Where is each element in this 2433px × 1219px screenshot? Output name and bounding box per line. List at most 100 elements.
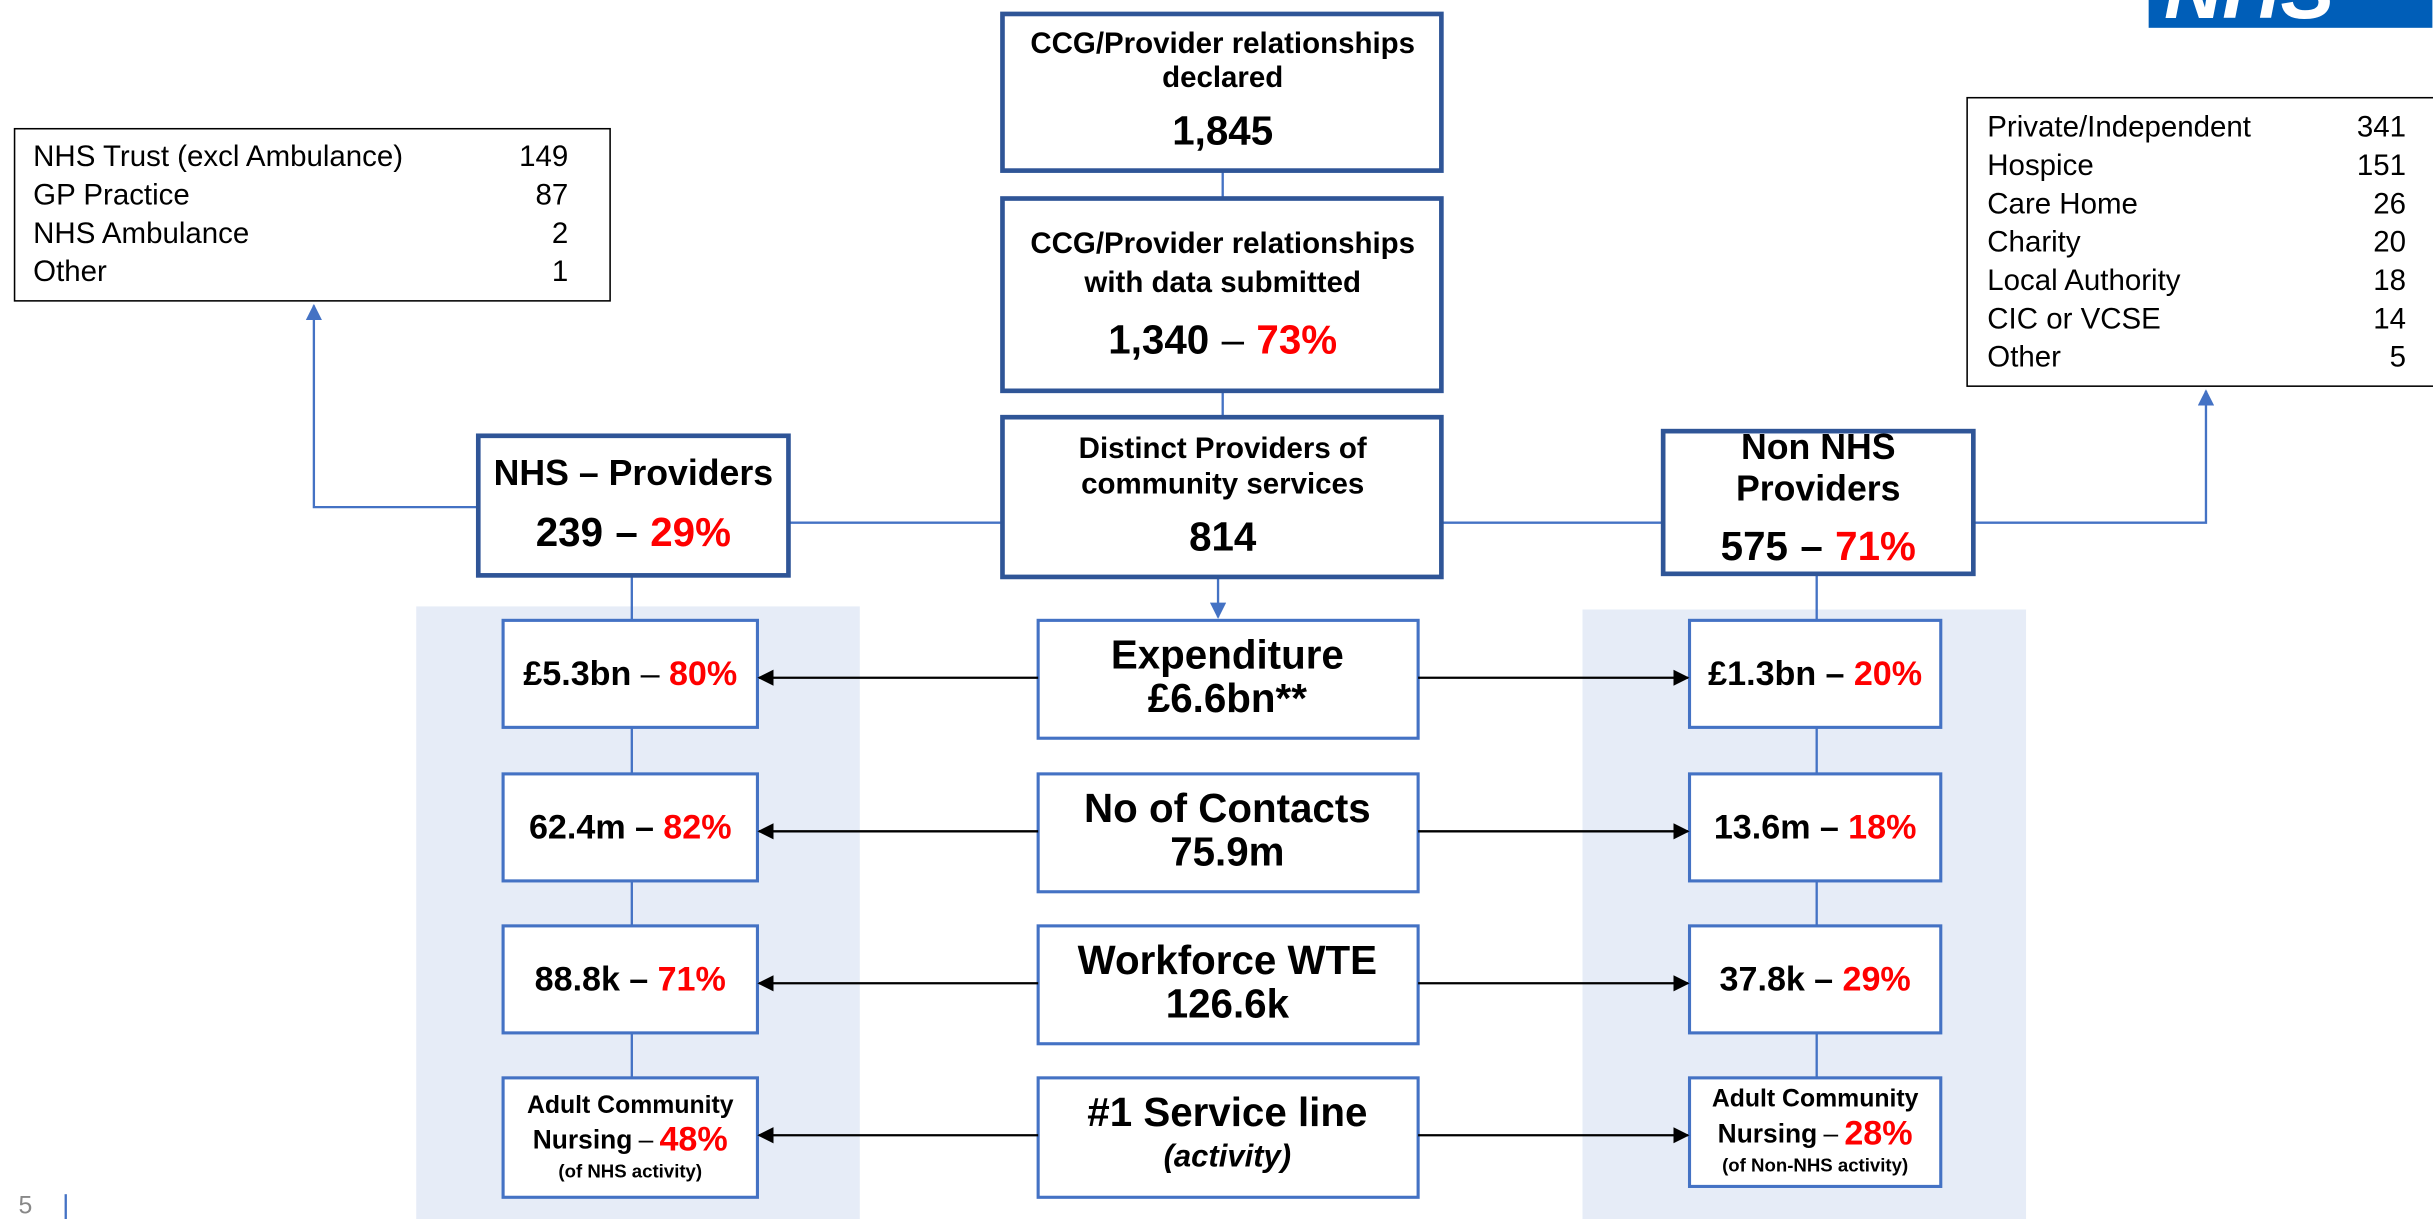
text-part: Other xyxy=(33,255,107,288)
text-part: NHS Ambulance xyxy=(33,217,249,250)
box xyxy=(13,127,611,302)
metric-share: 88.8k –71% xyxy=(535,961,726,999)
list-label: Hospice xyxy=(1987,149,2093,182)
text-part: 575 xyxy=(1721,523,1788,569)
box xyxy=(1036,924,1420,1046)
text-part: 80% xyxy=(669,655,737,693)
box xyxy=(1687,924,1943,1035)
text-part: CIC or VCSE xyxy=(1987,302,2160,335)
box-title: declared xyxy=(1162,61,1283,94)
text-part: NHS – Providers xyxy=(494,454,773,494)
text-part: declared xyxy=(1162,61,1283,94)
text-part: 26 xyxy=(2373,187,2406,220)
text-part: £1.3bn xyxy=(1708,655,1816,693)
metric-total: £6.6bn** xyxy=(1148,675,1307,721)
text-part: community services xyxy=(1081,467,1364,500)
text-part: 87 xyxy=(535,178,568,211)
text-part: Distinct Providers of xyxy=(1079,432,1367,465)
text-part: Nursing xyxy=(1718,1118,1818,1148)
text-part: – xyxy=(1222,316,1245,362)
box xyxy=(1966,96,2433,387)
box-title: CCG/Provider relationships xyxy=(1030,227,1415,260)
box xyxy=(1036,772,1420,894)
box xyxy=(1000,196,1444,394)
text-part: CCG/Provider relationships xyxy=(1030,227,1415,260)
text-part: 71% xyxy=(658,961,726,999)
box-title: community services xyxy=(1081,467,1364,500)
text-part: – xyxy=(629,961,648,999)
text-part: – xyxy=(641,655,660,693)
text-part: (of Non-NHS activity) xyxy=(1722,1154,1908,1175)
text-part: 149 xyxy=(519,140,568,173)
text-part: 18% xyxy=(1848,809,1916,847)
text-part: – xyxy=(1823,1118,1838,1148)
text-part: Local Authority xyxy=(1987,264,2180,297)
text-part: 151 xyxy=(2357,149,2406,182)
metric-share: 13.6m –18% xyxy=(1714,809,1917,847)
text-part: Care Home xyxy=(1987,187,2138,220)
list-label: CIC or VCSE xyxy=(1987,302,2160,335)
text-part: – xyxy=(1820,809,1839,847)
metric-share: 62.4m –82% xyxy=(529,809,732,847)
text-part: NHS Trust (excl Ambulance) xyxy=(33,140,403,173)
metric-share: £1.3bn –20% xyxy=(1708,655,1922,693)
text-part: Other xyxy=(1987,340,2061,373)
text-part: 1,340 xyxy=(1108,316,1209,362)
metric-total: (activity) xyxy=(1164,1139,1291,1174)
text-part: 341 xyxy=(2357,111,2406,144)
metric-note: (of Non-NHS activity) xyxy=(1722,1154,1908,1175)
text-part: – xyxy=(639,1124,654,1154)
text-part: 20% xyxy=(1854,655,1922,693)
text-part: 239 xyxy=(536,509,603,555)
metric-share: Adult Community xyxy=(527,1091,734,1118)
text-part: Non NHS xyxy=(1741,427,1896,467)
text-part: 62.4m xyxy=(529,809,626,847)
logo-bg xyxy=(2148,0,2433,28)
box xyxy=(475,433,791,578)
text-part: 5 xyxy=(19,1192,33,1219)
box xyxy=(1660,428,1976,577)
connector xyxy=(1973,389,2215,524)
list-value: 149 xyxy=(519,140,568,173)
box xyxy=(1036,618,1420,740)
list-label: Other xyxy=(1987,340,2061,373)
metric-label: No of Contacts xyxy=(1084,785,1371,831)
box xyxy=(501,1076,759,1199)
text-part: with data submitted xyxy=(1083,266,1361,299)
metric-share: £5.3bn –80% xyxy=(523,655,737,693)
text-part: 82% xyxy=(663,809,731,847)
text-part: Adult Community xyxy=(1712,1085,1919,1112)
list-label: Charity xyxy=(1987,225,2081,258)
metric-total: 126.6k xyxy=(1166,980,1290,1026)
text-part: 126.6k xyxy=(1166,980,1290,1026)
text-part: Expenditure xyxy=(1111,631,1344,677)
text-part: 75.9m xyxy=(1170,828,1284,874)
list-value: 1 xyxy=(552,255,568,288)
metric-label: Workforce WTE xyxy=(1078,937,1377,983)
text-part: 14 xyxy=(2373,302,2406,335)
box-value: 1,340–73% xyxy=(1108,316,1337,362)
text-part: No of Contacts xyxy=(1084,785,1371,831)
box-title: with data submitted xyxy=(1083,266,1361,299)
text-part: Hospice xyxy=(1987,149,2093,182)
metric-share: 37.8k –29% xyxy=(1720,961,1911,999)
metric-share: Adult Community xyxy=(1712,1085,1919,1112)
box-title: Distinct Providers of xyxy=(1079,432,1367,465)
list-value: 87 xyxy=(535,178,568,211)
text-part: Providers xyxy=(1736,469,1901,509)
list-value: 20 xyxy=(2373,225,2406,258)
text-part: (of NHS activity) xyxy=(558,1160,702,1181)
list-value: 5 xyxy=(2390,340,2406,373)
metric-total: 75.9m xyxy=(1170,828,1284,874)
text-part: Charity xyxy=(1987,225,2081,258)
box xyxy=(501,618,759,729)
text-part: 71% xyxy=(1835,523,1916,569)
list-label: GP Practice xyxy=(33,178,190,211)
box-value: 1,845 xyxy=(1172,107,1273,153)
text-part: 48% xyxy=(659,1120,727,1158)
box-title: CCG/Provider relationships xyxy=(1030,27,1415,60)
text-part: 1 xyxy=(552,255,568,288)
metric-share: Nursing –48% xyxy=(533,1120,728,1158)
page-number: 5 xyxy=(19,1192,33,1219)
